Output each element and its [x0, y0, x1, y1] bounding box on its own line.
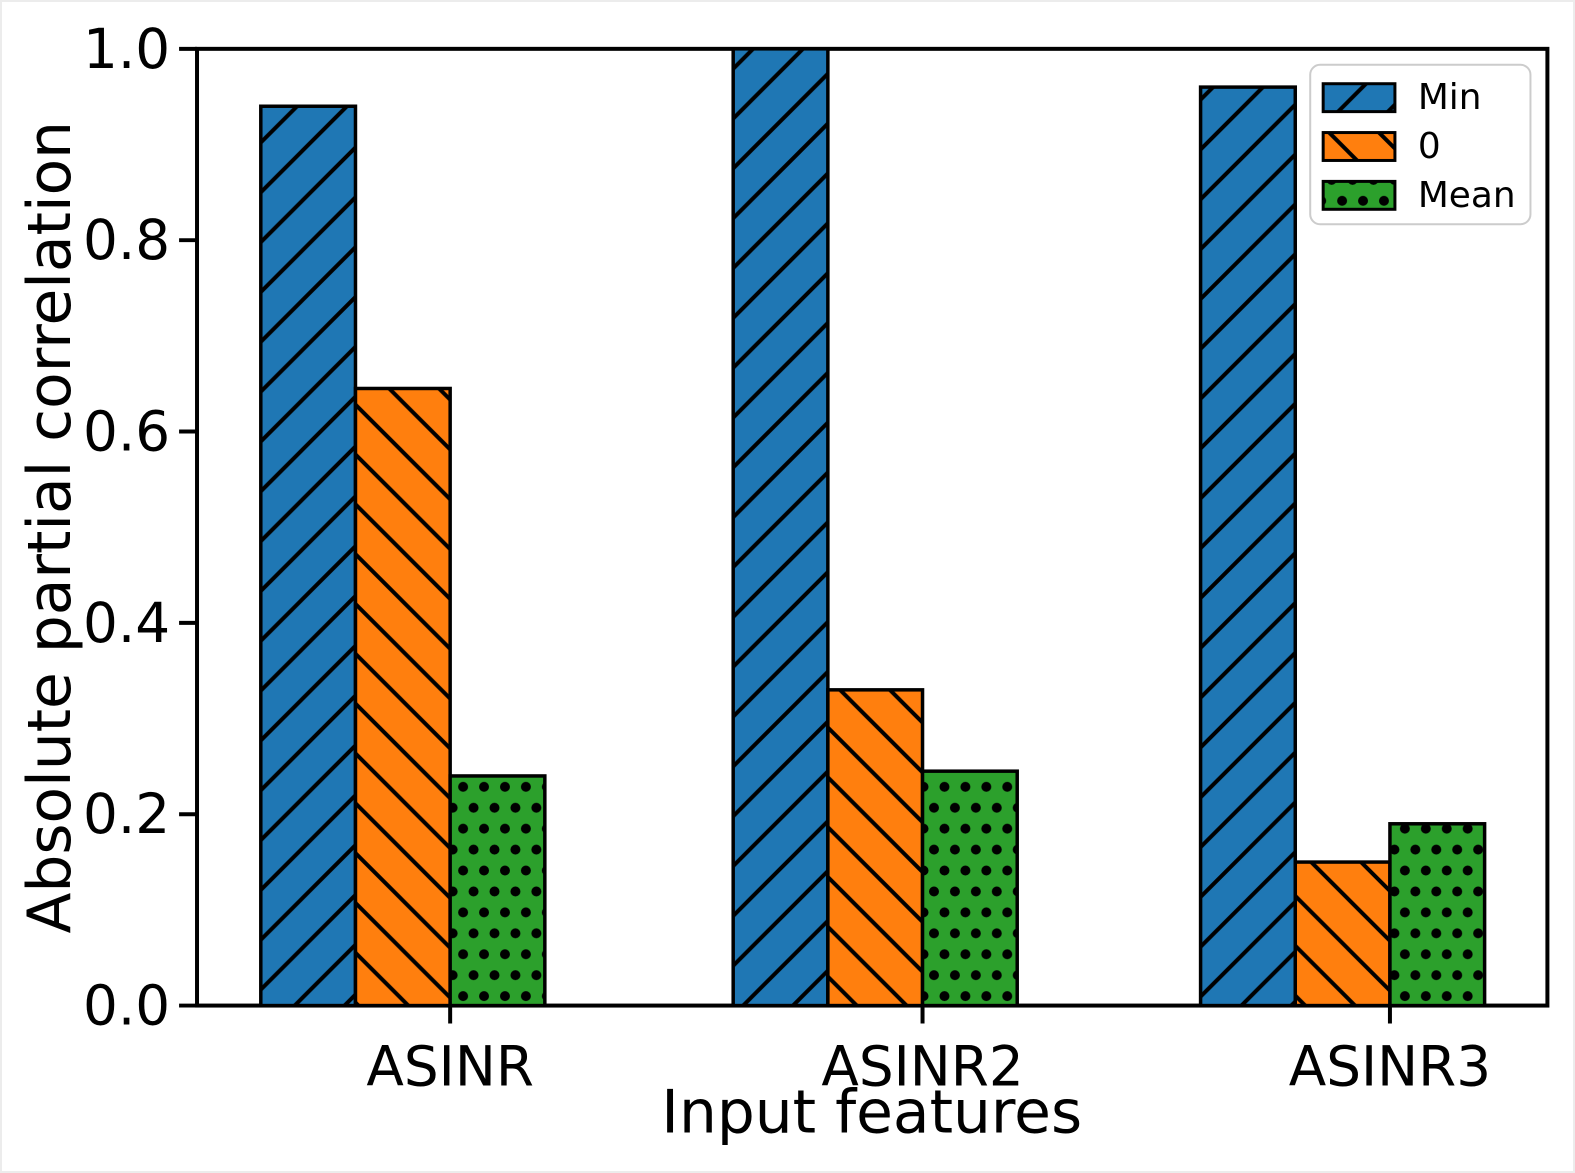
legend-label: Min	[1418, 77, 1482, 118]
y-tick-label: 0.8	[83, 208, 170, 272]
bars-group	[259, 47, 1487, 1008]
x-tick-label-ASINR3: ASINR3	[1289, 1034, 1491, 1098]
x-tick-label-ASINR2: ASINR2	[821, 1034, 1023, 1098]
bar-ASINR3-0	[1293, 860, 1392, 1008]
y-tick-label: 1.0	[83, 17, 170, 81]
y-axis-ticks: 0.0 0.2 0.4 0.6 0.8 1.0	[83, 17, 198, 1038]
bar-ASINR2-Mean	[920, 769, 1019, 1008]
legend-label: Mean	[1418, 175, 1516, 216]
x-axis-title: Input features	[661, 1079, 1082, 1148]
y-tick-label: 0.6	[83, 400, 170, 464]
bar-ASINR3-Mean	[1388, 822, 1487, 1008]
bar-ASINR2-Min	[731, 47, 830, 1008]
bar-ASINR-0	[353, 386, 452, 1008]
bar-ASINR-Min	[259, 104, 358, 1008]
legend-item-0: 0	[1321, 126, 1441, 167]
bar-ASINR3-Min	[1198, 85, 1298, 1008]
bar-ASINR2-0	[826, 688, 925, 1008]
y-axis-title: Absolute partial correlation	[16, 121, 85, 934]
x-axis-ticks: ASINR ASINR2 ASINR3	[366, 1005, 1491, 1098]
y-tick-label: 0.2	[83, 782, 170, 846]
legend-label: 0	[1418, 126, 1441, 167]
legend-item-Mean: Mean	[1321, 175, 1516, 216]
legend-item-Min: Min	[1321, 77, 1482, 118]
x-tick-label-ASINR: ASINR	[366, 1034, 534, 1098]
y-tick-label: 0.0	[83, 974, 170, 1038]
y-tick-label: 0.4	[83, 591, 170, 655]
bar-ASINR-Mean	[448, 774, 547, 1008]
legend: Min 0 Mean	[1309, 63, 1532, 226]
